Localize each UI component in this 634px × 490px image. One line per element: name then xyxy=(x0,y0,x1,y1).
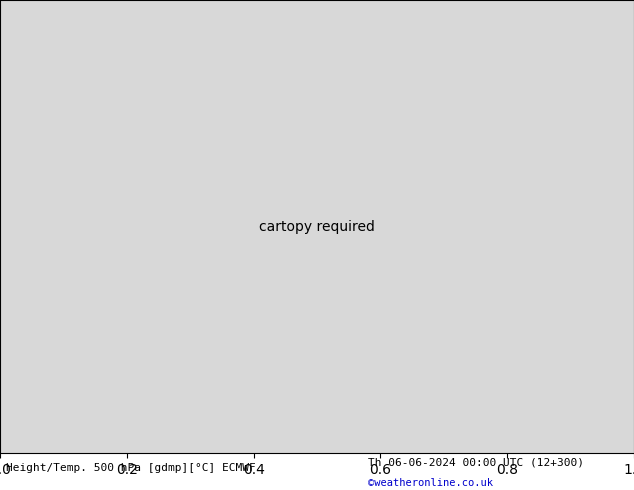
Text: cartopy required: cartopy required xyxy=(259,220,375,234)
Text: Th 06-06-2024 00:00 UTC (12+300): Th 06-06-2024 00:00 UTC (12+300) xyxy=(368,458,584,467)
Text: ©weatheronline.co.uk: ©weatheronline.co.uk xyxy=(368,478,493,488)
Text: Height/Temp. 500 hPa [gdmp][°C] ECMWF: Height/Temp. 500 hPa [gdmp][°C] ECMWF xyxy=(6,463,256,473)
